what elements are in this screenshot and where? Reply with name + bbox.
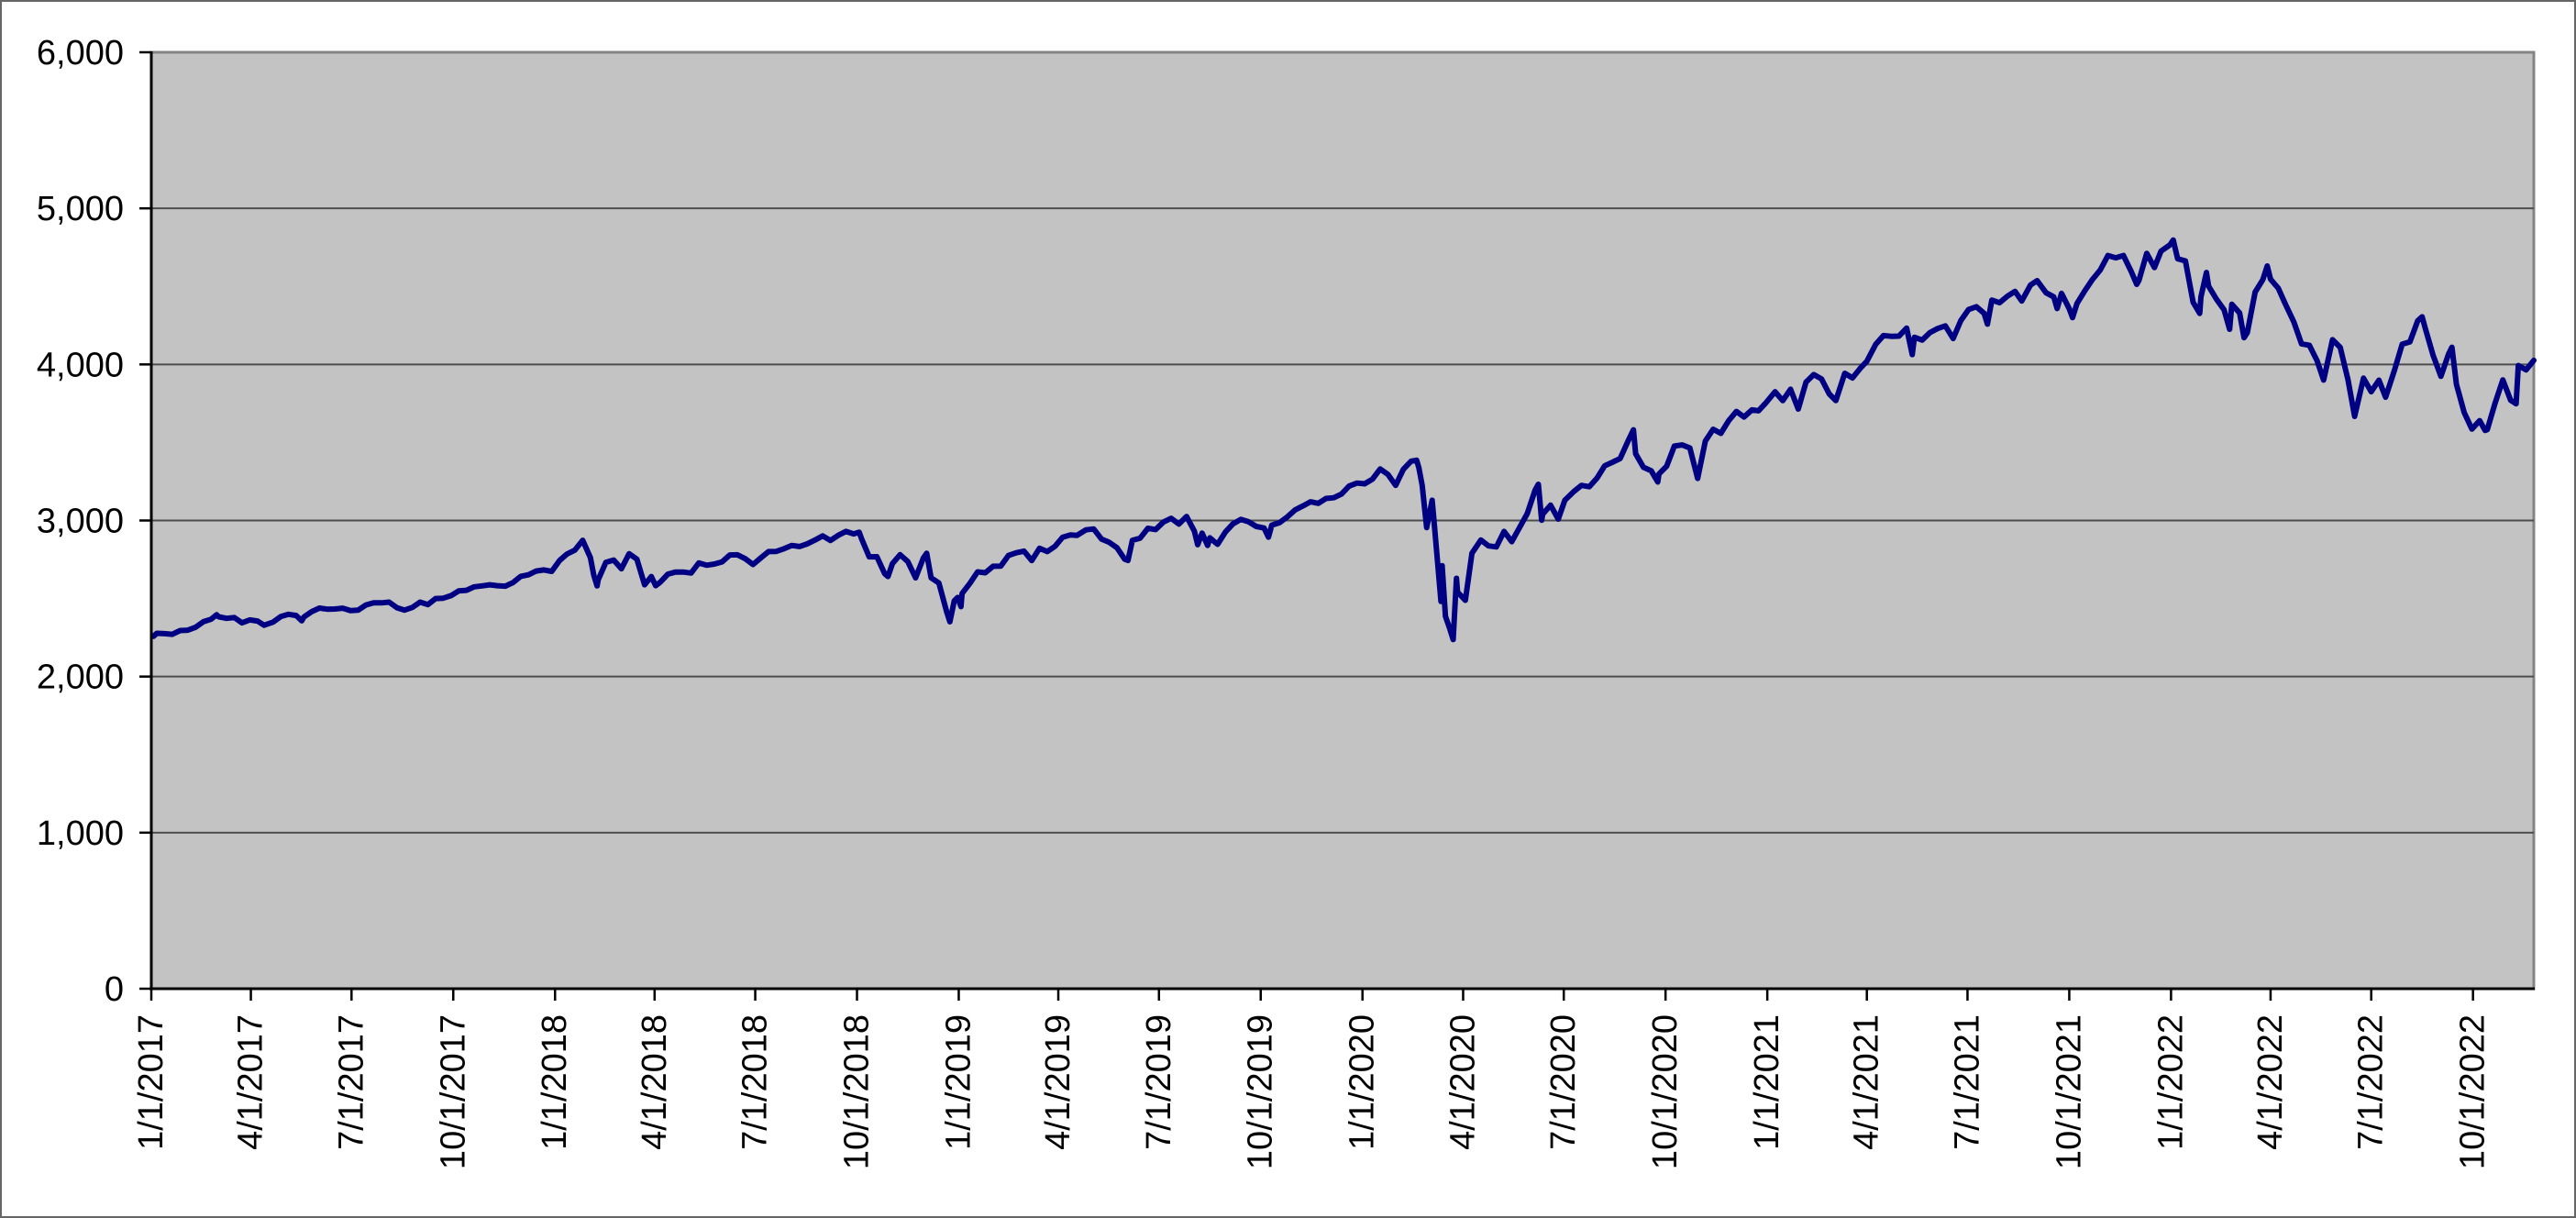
price-line [150,237,2537,643]
y-axis-tick-label: 5,000 [37,190,124,228]
x-axis-tick-label: 4/1/2021 [1848,1014,1886,1150]
x-axis-tick-label: 1/1/2020 [1343,1014,1382,1150]
x-axis-tick-label: 10/1/2018 [838,1014,877,1169]
x-axis-tick-label: 10/1/2021 [2050,1014,2088,1169]
x-axis-tick-label: 1/1/2022 [2151,1014,2190,1150]
x-axis-tick-label: 1/1/2017 [132,1014,171,1150]
tick-marks [139,50,2474,1001]
x-axis-tick-label: 4/1/2022 [2251,1014,2290,1150]
x-axis-tick-label: 7/1/2021 [1948,1014,1986,1150]
x-axis-tick-label: 10/1/2020 [1646,1014,1685,1169]
x-axis-tick-label: 4/1/2019 [1039,1014,1078,1150]
gridlines [151,207,2534,834]
x-axis-tick-label: 7/1/2017 [332,1014,370,1150]
x-axis-tick-label: 10/1/2022 [2454,1014,2493,1169]
x-axis-tick-label: 10/1/2017 [434,1014,472,1169]
y-axis-tick-label: 2,000 [37,659,124,697]
series-lines [150,237,2537,643]
x-axis-tick-label: 7/1/2018 [736,1014,775,1150]
x-axis-tick-label: 1/1/2021 [1748,1014,1786,1150]
x-axis-tick-label: 4/1/2020 [1443,1014,1482,1150]
y-axis-tick-label: 0 [105,970,124,1009]
x-axis-tick-label: 10/1/2019 [1242,1014,1280,1169]
y-axis-tick-label: 3,000 [37,503,124,541]
y-axis-tick-label: 1,000 [37,814,124,853]
y-axis-tick-label: 4,000 [37,346,124,384]
x-axis-tick-label: 7/1/2022 [2352,1014,2391,1150]
x-axis-tick-labels: 1/1/2017 4/1/2017 7/1/2017 10/1/2017 1/1/201… [132,1014,2493,1169]
x-axis-tick-label: 1/1/2019 [939,1014,978,1150]
x-axis-tick-label: 4/1/2017 [232,1014,271,1150]
x-axis-tick-label: 7/1/2019 [1140,1014,1178,1150]
y-axis-tick-label: 6,000 [37,34,124,72]
x-axis-tick-label: 7/1/2020 [1544,1014,1583,1150]
x-axis-tick-label: 4/1/2018 [636,1014,674,1150]
y-axis-tick-labels: 0 1,000 2,000 3,000 4,000 5,000 6,000 [37,34,124,1009]
x-axis-tick-label: 1/1/2018 [536,1014,574,1150]
